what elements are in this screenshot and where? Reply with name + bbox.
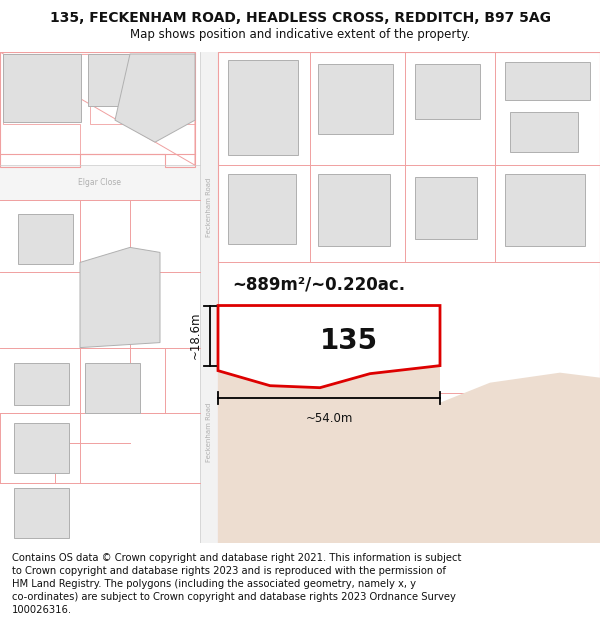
Text: Feckenham Road: Feckenham Road	[206, 177, 212, 237]
Polygon shape	[80, 248, 160, 348]
Polygon shape	[218, 366, 600, 543]
Bar	[228, 60, 298, 155]
Bar	[225, 312, 277, 358]
Text: Elgar Close: Elgar Close	[79, 177, 121, 187]
Bar	[228, 174, 296, 244]
Polygon shape	[115, 54, 195, 142]
Text: 135: 135	[320, 327, 378, 354]
Text: ~889m²/~0.220ac.: ~889m²/~0.220ac.	[232, 276, 405, 294]
Bar	[0, 165, 200, 200]
Bar	[14, 422, 69, 473]
Bar	[415, 177, 477, 239]
Polygon shape	[218, 306, 440, 388]
Bar	[14, 488, 69, 538]
Bar	[318, 64, 393, 134]
Bar	[200, 52, 218, 543]
Bar	[510, 112, 578, 152]
Bar	[14, 362, 69, 405]
Bar	[505, 62, 590, 100]
Bar	[235, 408, 310, 468]
Bar	[510, 418, 588, 473]
Bar	[85, 362, 140, 413]
Text: ~54.0m: ~54.0m	[305, 412, 353, 425]
Bar	[318, 174, 390, 246]
Bar	[3, 54, 81, 122]
Text: Contains OS data © Crown copyright and database right 2021. This information is : Contains OS data © Crown copyright and d…	[12, 552, 461, 616]
Text: ~18.6m: ~18.6m	[189, 312, 202, 359]
Text: Map shows position and indicative extent of the property.: Map shows position and indicative extent…	[130, 28, 470, 41]
Text: Feckenham Road: Feckenham Road	[206, 403, 212, 462]
Bar	[18, 214, 73, 264]
Bar	[88, 54, 158, 106]
Bar	[415, 64, 480, 119]
Bar	[505, 174, 585, 246]
Bar	[415, 408, 483, 463]
Text: 135, FECKENHAM ROAD, HEADLESS CROSS, REDDITCH, B97 5AG: 135, FECKENHAM ROAD, HEADLESS CROSS, RED…	[49, 11, 551, 26]
